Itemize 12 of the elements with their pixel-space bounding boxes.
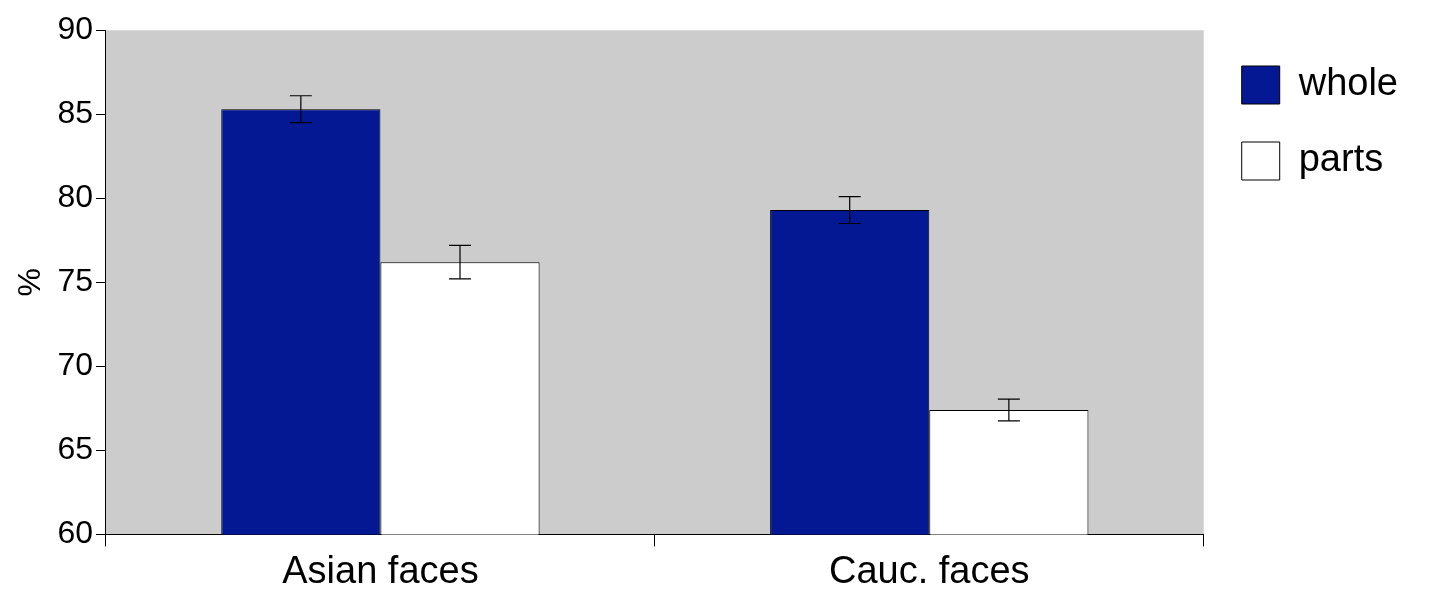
y-tick-label: 90 [57,10,93,47]
x-tick-label: Cauc. faces [828,548,1030,591]
y-tick-label: 70 [57,346,93,383]
y-tick-label: 85 [57,94,93,131]
legend-label: whole [1297,61,1399,104]
y-tick-label: 80 [57,178,93,215]
y-axis-title: % [11,268,48,297]
y-tick-label: 65 [57,430,93,467]
x-tick-label: Asian faces [282,548,479,591]
legend-label: parts [1298,137,1384,180]
y-tick-label: 75 [57,262,93,299]
y-tick-label: 60 [57,514,93,551]
